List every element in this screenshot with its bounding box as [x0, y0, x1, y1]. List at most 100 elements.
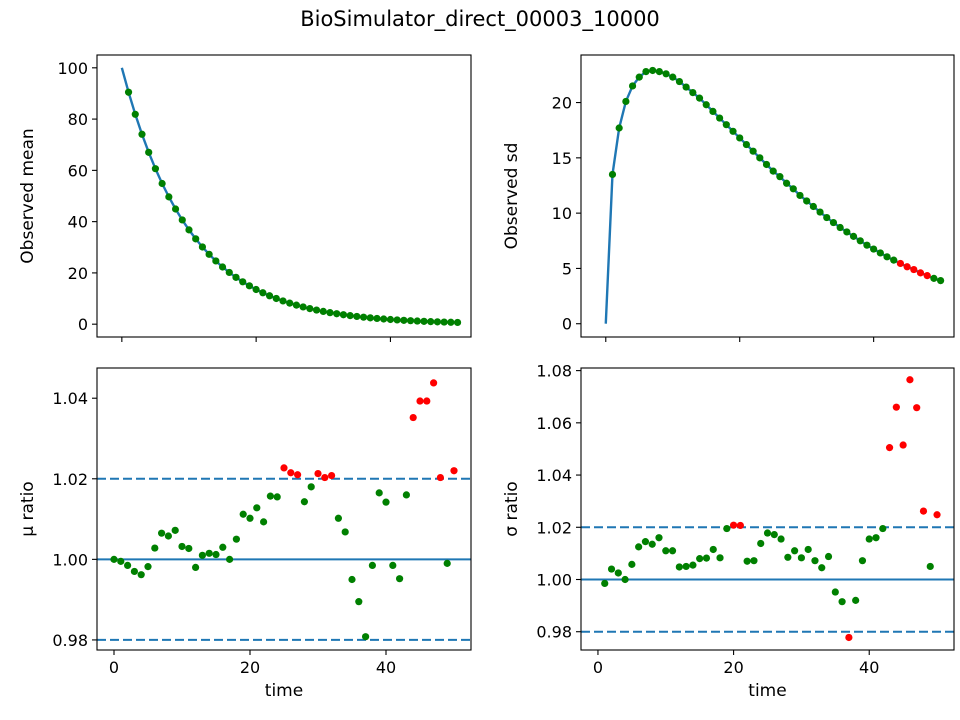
- data-point: [273, 493, 281, 501]
- data-point: [852, 596, 860, 604]
- data-point: [171, 205, 180, 213]
- data-point: [185, 544, 193, 553]
- data-point: [239, 278, 247, 286]
- data-point: [791, 547, 799, 555]
- data-point: [198, 551, 206, 559]
- data-point: [453, 318, 462, 327]
- data-point: [312, 306, 321, 314]
- data-point-out-of-range: [321, 473, 329, 482]
- data-point-out-of-range: [845, 633, 853, 642]
- data-point: [130, 567, 138, 576]
- data-point: [750, 557, 758, 565]
- y-tick-label: 0: [78, 315, 88, 334]
- data-point: [339, 311, 348, 319]
- y-tick-label: 20: [552, 94, 572, 113]
- y-tick-label: 1.06: [536, 414, 572, 433]
- subplot-sigma-ratio: 0 20 40 0.98 1.00 1.02 1.04 1.06 1.08 time σ ratio: [502, 362, 955, 701]
- data-point: [326, 309, 334, 317]
- data-point: [709, 107, 717, 115]
- data-point: [198, 243, 207, 251]
- data-point: [272, 294, 280, 303]
- data-point: [346, 312, 354, 320]
- data-point: [355, 598, 363, 606]
- x-tick-label: 0: [593, 658, 603, 677]
- data-point: [353, 312, 361, 321]
- data-point: [386, 315, 395, 324]
- data-point: [865, 535, 873, 543]
- data-point: [359, 313, 368, 321]
- data-point-out-of-range: [885, 444, 894, 452]
- data-point: [682, 562, 690, 571]
- data-point: [266, 492, 274, 500]
- data-point: [777, 535, 785, 543]
- data-point: [348, 575, 356, 584]
- data-point: [763, 529, 772, 537]
- data-point: [252, 285, 260, 294]
- data-point: [729, 127, 737, 135]
- data-point: [722, 121, 730, 129]
- data-point: [253, 504, 261, 512]
- x-tick-label: 40: [376, 658, 396, 677]
- data-point: [843, 228, 851, 236]
- data-point-out-of-range: [423, 397, 431, 405]
- y-tick-label: 15: [552, 149, 572, 168]
- data-point: [389, 561, 397, 570]
- data-point: [151, 165, 160, 173]
- data-point: [838, 598, 846, 606]
- data-point: [858, 557, 867, 565]
- data-point: [689, 89, 697, 97]
- data-point: [937, 277, 945, 285]
- data-point-out-of-range: [899, 441, 907, 449]
- data-point: [797, 554, 806, 562]
- data-point: [709, 545, 717, 554]
- data-point: [259, 289, 267, 297]
- data-point: [614, 569, 622, 577]
- data-point: [829, 218, 838, 227]
- data-point: [662, 70, 670, 78]
- data-point-out-of-range: [903, 263, 911, 271]
- data-point: [716, 554, 724, 562]
- data-point: [648, 540, 656, 548]
- data-point: [212, 550, 220, 559]
- data-point: [192, 235, 200, 243]
- y-tick-label: 1.00: [536, 571, 572, 590]
- data-point-out-of-range: [892, 403, 900, 411]
- data-point-out-of-range: [450, 467, 458, 475]
- data-point: [628, 560, 636, 568]
- data-point: [164, 532, 172, 540]
- y-axis-label: Observed mean: [18, 128, 38, 263]
- data-point: [642, 67, 650, 76]
- data-point: [872, 534, 880, 542]
- data-point: [307, 483, 315, 491]
- data-point: [655, 534, 663, 542]
- data-point: [770, 530, 778, 539]
- data-point: [212, 257, 220, 265]
- data-point: [396, 575, 404, 583]
- x-tick-label: 40: [859, 658, 879, 677]
- data-point: [362, 633, 370, 641]
- y-tick-label: 0.98: [52, 631, 88, 650]
- data-point-out-of-range: [916, 269, 925, 277]
- data-point: [333, 310, 341, 318]
- data-point: [608, 170, 617, 179]
- data-point: [742, 140, 751, 149]
- axes-frame: [96, 54, 472, 338]
- plot-area: [97, 379, 471, 641]
- y-tick-label: 1.02: [52, 470, 88, 489]
- data-point-out-of-range: [280, 464, 288, 472]
- data-point: [380, 315, 388, 323]
- data-point: [926, 562, 934, 571]
- data-point: [192, 563, 200, 572]
- data-point: [447, 318, 455, 326]
- data-point-out-of-range: [919, 507, 928, 515]
- data-point: [849, 232, 858, 240]
- data-point: [796, 191, 804, 200]
- y-tick-label: 10: [552, 204, 572, 223]
- y-axis-label: μ ratio: [18, 481, 38, 536]
- data-point: [373, 314, 381, 323]
- data-point: [382, 498, 390, 506]
- data-point: [341, 528, 349, 536]
- data-point: [757, 539, 765, 548]
- data-point: [279, 297, 287, 305]
- subplot-grid: 0 20 40 60 80 100 Observed mean 0 5 10 15 20 Observe…: [18, 54, 955, 701]
